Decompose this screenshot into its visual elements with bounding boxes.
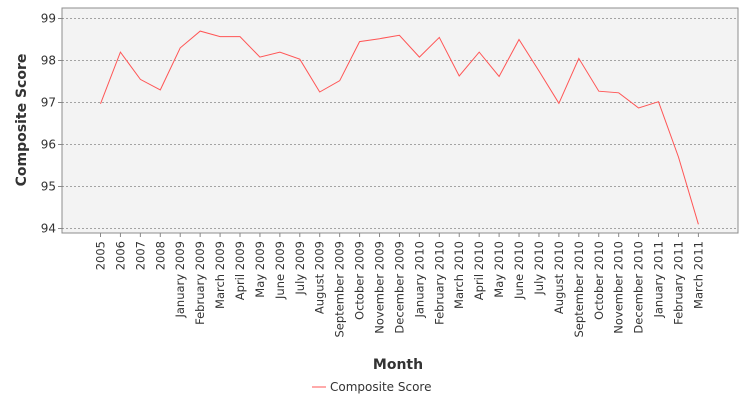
x-tick-label: 2007 — [133, 241, 147, 270]
x-tick-label: 2008 — [153, 241, 167, 270]
data-point — [337, 78, 342, 83]
data-point — [377, 36, 382, 41]
y-tick-label: 94 — [41, 222, 56, 236]
y-tick-label: 98 — [41, 54, 56, 68]
data-point — [536, 69, 541, 74]
data-point — [357, 39, 362, 44]
x-tick-label: December 2009 — [392, 241, 406, 334]
legend-label: Composite Score — [330, 380, 431, 394]
data-point — [497, 74, 502, 79]
data-point — [576, 56, 581, 61]
data-point — [517, 37, 522, 42]
x-tick-label: July 2009 — [293, 241, 307, 296]
data-point — [556, 101, 561, 106]
data-point — [656, 99, 661, 104]
data-point — [676, 155, 681, 160]
x-tick-label: March 2011 — [691, 241, 705, 309]
data-point — [317, 90, 322, 95]
data-point — [437, 35, 442, 40]
data-point — [218, 34, 223, 39]
data-point — [696, 222, 701, 227]
x-tick-label: January 2011 — [652, 241, 666, 319]
data-point — [238, 34, 243, 39]
x-tick-label: July 2010 — [532, 241, 546, 296]
x-tick-label: April 2009 — [233, 241, 247, 300]
plot-area — [61, 7, 739, 234]
data-point — [158, 87, 163, 92]
data-point — [257, 55, 262, 60]
data-point — [98, 101, 103, 106]
x-tick-label: February 2011 — [671, 241, 685, 325]
y-tick-label: 95 — [41, 180, 56, 194]
y-tick-label: 96 — [41, 138, 56, 152]
x-tick-label: June 2009 — [273, 241, 287, 300]
x-tick-label: March 2010 — [452, 241, 466, 309]
x-tick-label: February 2010 — [432, 241, 446, 325]
data-point — [297, 57, 302, 62]
data-point — [397, 33, 402, 38]
x-tick-label: May 2009 — [253, 241, 267, 298]
data-point — [417, 55, 422, 60]
legend: Composite Score — [312, 380, 431, 394]
x-tick-label: 2005 — [94, 241, 108, 270]
x-tick-label: January 2009 — [173, 241, 187, 319]
data-point — [477, 50, 482, 55]
x-tick-label: August 2010 — [552, 241, 566, 314]
x-tick-label: April 2010 — [472, 241, 486, 300]
y-tick-label: 99 — [41, 12, 56, 26]
y-axis-title: Composite Score — [14, 54, 30, 187]
y-tick-label: 97 — [41, 96, 56, 110]
x-tick-label: March 2009 — [213, 241, 227, 309]
data-point — [616, 90, 621, 95]
x-tick-label: January 2010 — [412, 241, 426, 319]
x-tick-label: September 2009 — [333, 241, 347, 338]
data-point — [596, 89, 601, 94]
x-tick-label: May 2010 — [492, 241, 506, 298]
x-tick-label: September 2010 — [572, 241, 586, 338]
x-tick-label: November 2010 — [612, 241, 626, 334]
x-tick-label: October 2009 — [353, 241, 367, 320]
data-point — [277, 50, 282, 55]
x-tick-label: November 2009 — [373, 241, 387, 334]
x-tick-label: February 2009 — [193, 241, 207, 325]
series-line — [100, 30, 699, 225]
data-point — [457, 74, 462, 79]
data-point — [138, 77, 143, 82]
data-point — [636, 105, 641, 110]
y-tick-layer: 94 95 96 97 98 99 — [41, 12, 62, 236]
data-point — [178, 45, 183, 50]
x-tick-label: October 2010 — [592, 241, 606, 320]
x-tick-label: June 2010 — [512, 241, 526, 300]
data-point — [198, 29, 203, 34]
series-layer — [98, 29, 701, 227]
x-tick-label: 2006 — [113, 241, 127, 270]
x-tick-layer: 2005 2006 2007 2008 January 2009 February 200… — [94, 233, 705, 338]
x-tick-label: December 2010 — [632, 241, 646, 334]
x-axis-title: Month — [373, 357, 423, 373]
data-point — [118, 50, 123, 55]
x-tick-label: August 2009 — [313, 241, 327, 314]
